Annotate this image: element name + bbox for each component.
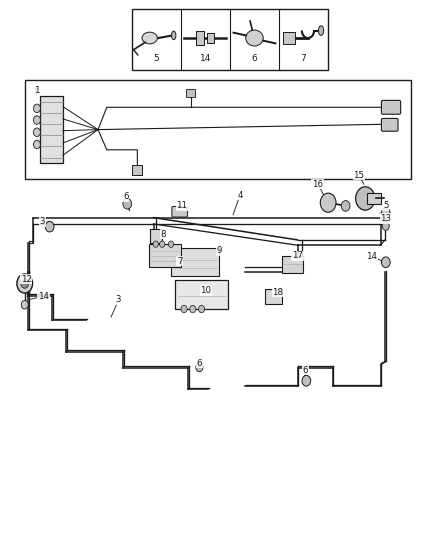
Bar: [132, 9, 328, 70]
Circle shape: [190, 305, 196, 313]
Circle shape: [123, 198, 132, 209]
Text: 1: 1: [32, 88, 38, 98]
Circle shape: [45, 221, 54, 232]
Circle shape: [382, 222, 389, 230]
Text: 17: 17: [292, 252, 303, 260]
Circle shape: [21, 279, 28, 288]
Circle shape: [33, 128, 40, 136]
Ellipse shape: [142, 32, 157, 44]
Text: 6: 6: [251, 54, 258, 63]
Text: 7: 7: [177, 257, 183, 265]
FancyBboxPatch shape: [381, 118, 398, 131]
Circle shape: [21, 301, 28, 309]
Circle shape: [302, 375, 311, 386]
Text: 7: 7: [301, 54, 307, 63]
Circle shape: [320, 193, 336, 212]
Text: 3: 3: [116, 295, 121, 304]
Bar: [283, 31, 295, 44]
Circle shape: [381, 257, 390, 268]
Bar: [283, 256, 303, 273]
Circle shape: [159, 241, 165, 247]
Text: 9: 9: [216, 246, 222, 255]
Circle shape: [196, 364, 203, 372]
Bar: [150, 229, 162, 243]
Bar: [171, 248, 219, 276]
Text: 5: 5: [383, 201, 389, 211]
Circle shape: [33, 104, 40, 112]
Text: 3: 3: [39, 217, 45, 227]
Text: 14: 14: [366, 253, 377, 261]
Circle shape: [356, 187, 375, 210]
Text: 4: 4: [237, 191, 243, 200]
FancyBboxPatch shape: [381, 100, 401, 114]
Circle shape: [341, 200, 350, 211]
Text: 8: 8: [160, 230, 166, 239]
Bar: [265, 289, 283, 304]
Text: 14: 14: [200, 54, 211, 63]
Text: 6: 6: [303, 366, 308, 375]
Bar: [40, 96, 63, 163]
Bar: [149, 244, 180, 266]
Circle shape: [181, 305, 187, 313]
Bar: [132, 165, 142, 175]
Ellipse shape: [318, 26, 324, 35]
Text: 6: 6: [197, 359, 202, 368]
FancyBboxPatch shape: [172, 206, 187, 217]
Ellipse shape: [246, 30, 263, 46]
Circle shape: [33, 140, 40, 149]
Circle shape: [153, 241, 158, 247]
Text: 16: 16: [312, 180, 323, 189]
Bar: [367, 193, 381, 204]
Text: 14: 14: [38, 292, 49, 301]
Circle shape: [33, 116, 40, 124]
Bar: [175, 280, 228, 309]
Text: 5: 5: [153, 54, 159, 63]
Ellipse shape: [172, 31, 176, 39]
Text: 13: 13: [380, 214, 391, 223]
Bar: [207, 33, 214, 43]
Text: 15: 15: [353, 171, 364, 180]
Circle shape: [381, 208, 390, 219]
Circle shape: [168, 241, 173, 247]
Bar: [186, 89, 195, 96]
Circle shape: [17, 274, 32, 293]
Text: 1: 1: [34, 85, 40, 94]
Bar: [25, 80, 411, 179]
Text: 18: 18: [272, 287, 283, 296]
Circle shape: [198, 305, 205, 313]
Text: 11: 11: [177, 201, 187, 211]
Text: 10: 10: [201, 286, 212, 295]
Bar: [196, 31, 204, 45]
Text: 12: 12: [21, 274, 32, 284]
Text: 6: 6: [123, 192, 129, 201]
